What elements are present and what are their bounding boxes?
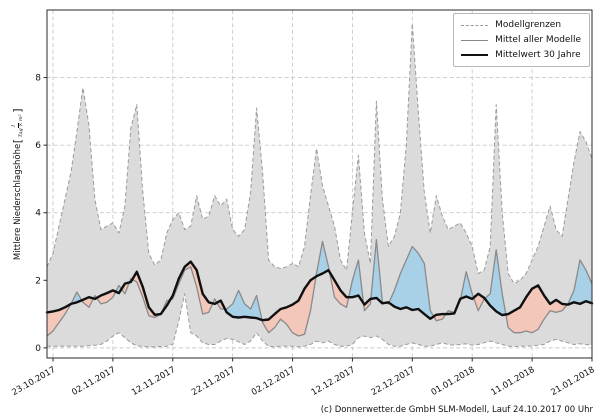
model-mean-line (46, 239, 593, 337)
model-below-normal-area (505, 285, 568, 333)
model-above-normal-area (370, 239, 385, 304)
x-tick-label: 22.12.2017 (370, 365, 417, 398)
model-above-normal-area (388, 246, 434, 319)
x-tick-label: 11.01.2018 (489, 365, 536, 398)
y-axis-unit-fraction: l Tag × m² (11, 114, 25, 138)
x-tick-label: 02.11.2017 (70, 365, 117, 398)
thick-black-line-icon (461, 54, 489, 56)
y-tick-label: 6 (35, 141, 41, 151)
x-tick-label: 23.10.2017 (10, 365, 57, 398)
legend-label: Mittel aller Modelle (495, 34, 581, 45)
solid-gray-line-icon (461, 39, 489, 41)
model-above-normal-area (316, 241, 330, 277)
dashed-gray-line-icon (461, 24, 489, 26)
y-axis-label-text: Mittlere Niederschlagshöhe (13, 143, 23, 261)
y-axis-label-open-bracket: [ (11, 138, 24, 144)
legend-label: Mittelwert 30 Jahre (495, 49, 581, 60)
y-tick-label: 8 (35, 74, 41, 84)
copyright-caption: (c) Donnerwetter.de GmbH SLM-Modell, Lau… (320, 405, 593, 415)
y-tick-label: 2 (35, 276, 41, 286)
plot-border (46, 9, 593, 359)
mean-30y-line (45, 260, 594, 322)
model-above-normal-area (348, 260, 364, 304)
y-axis-label: Mittlere Niederschlagshöhe [ l Tag × m² … (11, 14, 25, 354)
model-upper-bound-line (46, 23, 593, 285)
y-tick-label: 0 (35, 344, 41, 354)
legend-label: Modellgrenzen (495, 19, 562, 30)
y-tick-label: 4 (35, 209, 41, 219)
legend-item-modellgrenzen: Modellgrenzen (461, 19, 581, 31)
legend-item-mittelwert-30-jahre: Mittelwert 30 Jahre (461, 49, 581, 61)
model-above-normal-area (225, 290, 262, 320)
x-tick-label: 22.11.2017 (190, 365, 237, 398)
x-tick-label: 12.11.2017 (130, 365, 177, 398)
model-below-normal-area (96, 290, 116, 304)
x-tick-label: 02.12.2017 (250, 365, 297, 398)
model-above-normal-area (484, 249, 506, 316)
x-tick-label: 12.12.2017 (310, 365, 357, 398)
model-range-area (47, 23, 592, 347)
y-axis-label-close-bracket: ] (11, 108, 24, 113)
y-axis-unit-denominator: Tag × m² (18, 114, 25, 138)
x-tick-label: 01.01.2018 (430, 365, 477, 398)
model-above-normal-area (460, 271, 474, 299)
legend-item-mittel-aller-modelle: Mittel aller Modelle (461, 34, 581, 46)
x-tick-label: 21.01.2018 (549, 365, 596, 398)
model-below-normal-area (473, 293, 485, 311)
legend: Modellgrenzen Mittel aller Modelle Mitte… (453, 13, 590, 67)
model-below-normal-area (132, 271, 161, 318)
